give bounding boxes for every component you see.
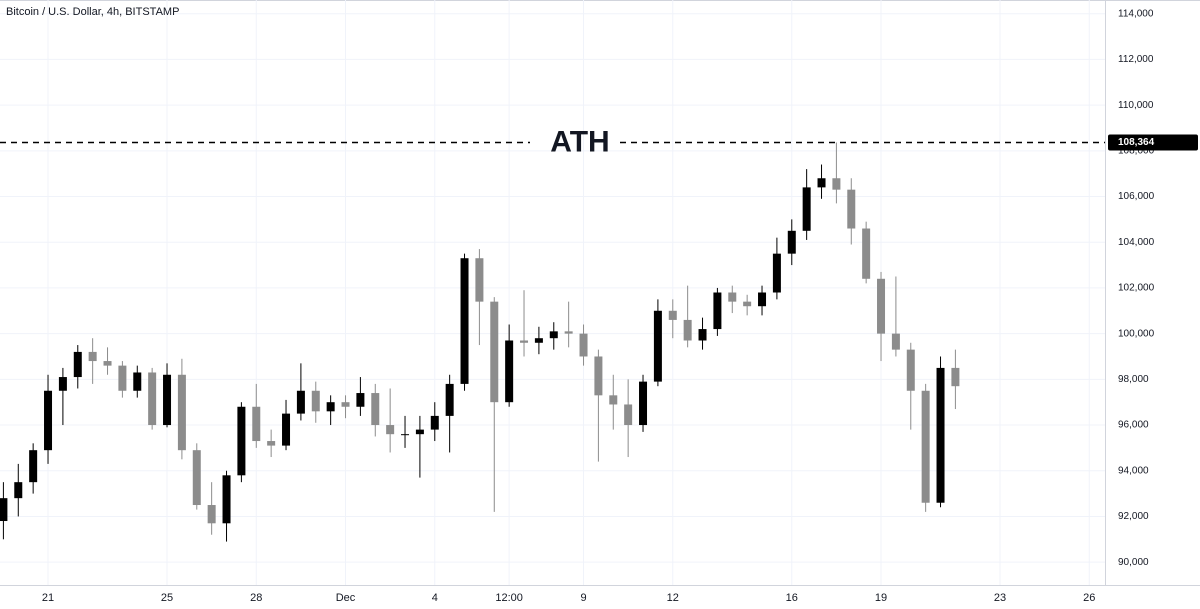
y-tick-label: 114,000 bbox=[1118, 8, 1154, 19]
x-tick-label: 25 bbox=[161, 592, 173, 604]
price-tag bbox=[1108, 134, 1198, 151]
candle-body bbox=[653, 310, 662, 382]
candle-body bbox=[743, 301, 752, 307]
candle-body bbox=[772, 253, 781, 293]
candle-body bbox=[787, 230, 796, 254]
y-tick-label: 94,000 bbox=[1118, 465, 1149, 476]
candle-body bbox=[14, 482, 23, 499]
candle-body bbox=[58, 377, 67, 391]
candle-body bbox=[891, 333, 900, 350]
candle-body bbox=[639, 381, 648, 426]
x-tick-label: 28 bbox=[250, 592, 262, 604]
candle-body bbox=[356, 393, 365, 407]
candle-body bbox=[44, 390, 53, 451]
candle-body bbox=[103, 361, 112, 366]
candle-body bbox=[296, 390, 305, 414]
price-tag-label: 108,364 bbox=[1118, 137, 1155, 148]
candle-body bbox=[921, 390, 930, 503]
candle-body bbox=[401, 434, 410, 436]
candle-body bbox=[430, 415, 439, 430]
candle-body bbox=[490, 301, 499, 403]
candle-body bbox=[713, 292, 722, 330]
candle-body bbox=[445, 383, 454, 416]
candle-body bbox=[758, 292, 767, 307]
y-tick-label: 98,000 bbox=[1118, 374, 1149, 385]
x-tick-label: 12 bbox=[667, 592, 679, 604]
x-tick-label: 21 bbox=[42, 592, 54, 604]
candle-body bbox=[222, 475, 231, 524]
candle-body bbox=[88, 351, 97, 362]
candle-body bbox=[668, 310, 677, 320]
candle-body bbox=[624, 404, 633, 426]
candle-body bbox=[371, 393, 380, 426]
x-tick-label: 23 bbox=[994, 592, 1006, 604]
candle-body bbox=[177, 374, 186, 451]
candle-body bbox=[311, 390, 320, 412]
x-tick-label: 26 bbox=[1083, 592, 1095, 604]
y-tick-label: 100,000 bbox=[1118, 328, 1155, 339]
candle-body bbox=[832, 178, 841, 190]
candle-body bbox=[936, 367, 945, 503]
x-tick-label: 9 bbox=[580, 592, 586, 604]
candle-body bbox=[237, 406, 246, 476]
candle-body bbox=[698, 329, 707, 341]
x-tick-label: Dec bbox=[336, 592, 356, 604]
y-tick-label: 104,000 bbox=[1118, 237, 1155, 248]
candle-body bbox=[609, 395, 618, 405]
candle-body bbox=[415, 429, 424, 435]
candle-body bbox=[475, 258, 484, 302]
candle-body bbox=[341, 402, 350, 407]
y-tick-label: 90,000 bbox=[1118, 557, 1149, 568]
candle-body bbox=[163, 374, 172, 426]
x-tick-label: 4 bbox=[432, 592, 438, 604]
candle-body bbox=[549, 331, 558, 339]
candle-body bbox=[594, 356, 603, 396]
candle-body bbox=[505, 340, 514, 403]
y-tick-label: 92,000 bbox=[1118, 511, 1149, 522]
candle-body bbox=[252, 406, 261, 442]
y-tick-label: 112,000 bbox=[1118, 54, 1154, 65]
x-tick-label: 19 bbox=[875, 592, 887, 604]
candle-body bbox=[386, 425, 395, 435]
candle-body bbox=[520, 340, 529, 343]
x-tick-label: 16 bbox=[786, 592, 798, 604]
candle-body bbox=[118, 365, 127, 391]
y-tick-label: 106,000 bbox=[1118, 191, 1155, 202]
candle-body bbox=[460, 258, 469, 384]
y-tick-label: 110,000 bbox=[1118, 100, 1154, 111]
candle-body bbox=[282, 413, 291, 446]
y-tick-label: 108,000 bbox=[1118, 145, 1155, 156]
candle-body bbox=[133, 372, 142, 391]
candles bbox=[0, 142, 960, 542]
candle-body bbox=[951, 367, 960, 387]
candle-body bbox=[207, 505, 216, 524]
candle-body bbox=[579, 333, 588, 357]
candle-body bbox=[817, 178, 826, 188]
candle-body bbox=[906, 349, 915, 391]
candle-body bbox=[564, 331, 573, 334]
candle-body bbox=[148, 372, 157, 426]
y-tick-label: 102,000 bbox=[1118, 283, 1155, 294]
candle-body bbox=[192, 450, 201, 506]
x-tick-label: 12:00 bbox=[495, 592, 523, 604]
candle-body bbox=[29, 450, 38, 483]
candle-body bbox=[73, 351, 82, 378]
candle-body bbox=[326, 402, 335, 412]
candle-body bbox=[802, 187, 811, 231]
chart-title: Bitcoin / U.S. Dollar, 4h, BITSTAMP bbox=[6, 6, 179, 18]
ath-label: ATH bbox=[550, 125, 609, 158]
candle-body bbox=[267, 441, 276, 446]
y-tick-label: 96,000 bbox=[1118, 420, 1149, 431]
candle-body bbox=[0, 498, 8, 522]
candle-body bbox=[683, 319, 692, 341]
grid bbox=[0, 0, 1105, 585]
candle-body bbox=[534, 338, 543, 343]
candle-body bbox=[728, 292, 737, 302]
candle-body bbox=[877, 278, 886, 334]
candle-body bbox=[847, 189, 856, 229]
candle-body bbox=[862, 228, 871, 279]
